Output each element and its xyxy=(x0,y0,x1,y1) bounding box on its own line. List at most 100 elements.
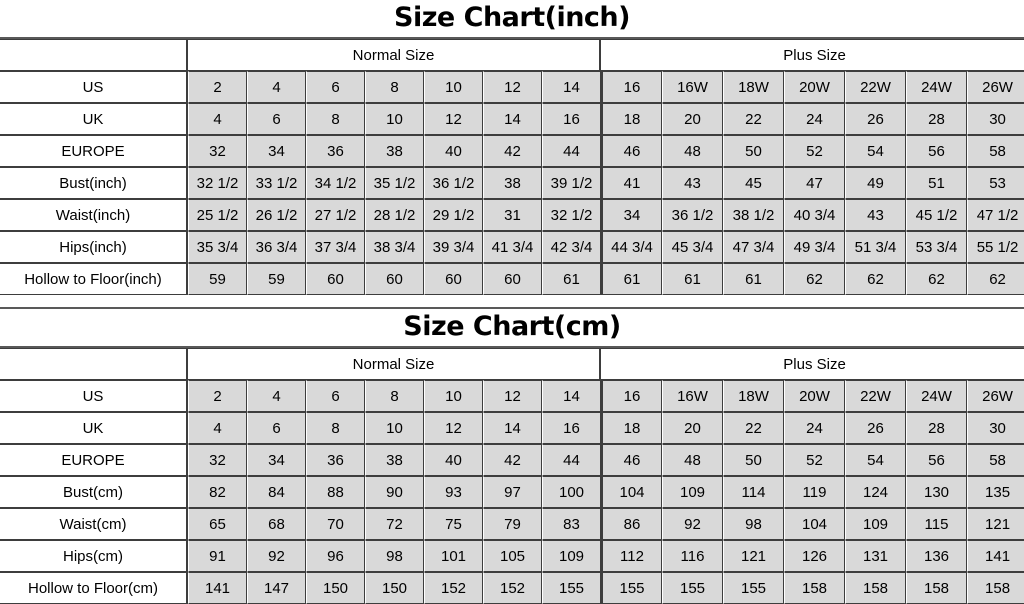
table-cell: 41 3/4 xyxy=(483,231,542,263)
table-cell: 62 xyxy=(967,263,1024,295)
table-cell: 26W xyxy=(967,71,1024,103)
table-cell: 8 xyxy=(306,412,365,444)
table-cell: 28 xyxy=(906,103,968,135)
row-label: Hollow to Floor(cm) xyxy=(0,572,188,604)
table-cell: 14 xyxy=(483,412,542,444)
table-cell: 58 xyxy=(967,135,1024,167)
table-cell: 32 1/2 xyxy=(188,167,247,199)
group-header-plus-size: Plus Size xyxy=(601,348,1024,380)
table-cell: 50 xyxy=(723,444,785,476)
table-cell: 55 1/2 xyxy=(967,231,1024,263)
table-cell: 147 xyxy=(247,572,306,604)
table-cell: 155 xyxy=(662,572,724,604)
table-cell: 68 xyxy=(247,508,306,540)
row-label: US xyxy=(0,71,188,103)
table-cell: 18 xyxy=(601,103,663,135)
table-cell: 121 xyxy=(723,540,785,572)
table-cell: 54 xyxy=(845,444,907,476)
table-cell: 60 xyxy=(306,263,365,295)
table-cell: 61 xyxy=(542,263,602,295)
table-cell: 97 xyxy=(483,476,542,508)
table-cell: 91 xyxy=(188,540,247,572)
table-row: Hips(cm) 91 92 96 98 101 105 109 112 116… xyxy=(0,540,1024,572)
table-cell: 14 xyxy=(542,71,602,103)
table-cell: 60 xyxy=(483,263,542,295)
table-cell: 45 1/2 xyxy=(906,199,968,231)
table-cell: 24W xyxy=(906,71,968,103)
table-cell: 112 xyxy=(601,540,663,572)
table-cell: 26W xyxy=(967,380,1024,412)
table-cell: 22W xyxy=(845,71,907,103)
table-cell: 92 xyxy=(662,508,724,540)
table-row: EUROPE 32 34 36 38 40 42 44 46 48 50 52 … xyxy=(0,444,1024,476)
row-label: Waist(cm) xyxy=(0,508,188,540)
table-cell: 18W xyxy=(723,71,785,103)
table-cell: 4 xyxy=(247,71,306,103)
table-cell: 119 xyxy=(784,476,846,508)
table-row: EUROPE 32 34 36 38 40 42 44 46 48 50 52 … xyxy=(0,135,1024,167)
table-cell: 48 xyxy=(662,135,724,167)
table-cell: 14 xyxy=(483,103,542,135)
table-cell: 44 xyxy=(542,135,602,167)
table-cell: 40 xyxy=(424,135,483,167)
table-cell: 38 xyxy=(365,444,424,476)
table-cell: 56 xyxy=(906,444,968,476)
table-cell: 45 3/4 xyxy=(662,231,724,263)
table-cell: 40 xyxy=(424,444,483,476)
table-cell: 114 xyxy=(723,476,785,508)
row-label: Hips(cm) xyxy=(0,540,188,572)
table-cell: 158 xyxy=(967,572,1024,604)
table-cell: 79 xyxy=(483,508,542,540)
table-row: UK 4 6 8 10 12 14 16 18 20 22 24 26 28 3… xyxy=(0,412,1024,444)
table-row: US 2 4 6 8 10 12 14 16 16W 18W 20W 22W 2… xyxy=(0,380,1024,412)
table-cell: 51 xyxy=(906,167,968,199)
table-cell: 35 3/4 xyxy=(188,231,247,263)
table-cell: 39 3/4 xyxy=(424,231,483,263)
table-cell: 36 1/2 xyxy=(662,199,724,231)
table-cell: 39 1/2 xyxy=(542,167,602,199)
row-label: US xyxy=(0,380,188,412)
table-cell: 60 xyxy=(365,263,424,295)
table-cell: 109 xyxy=(845,508,907,540)
table-cell: 30 xyxy=(967,103,1024,135)
table-cell: 26 xyxy=(845,103,907,135)
table-cell: 12 xyxy=(424,412,483,444)
table-cell: 16 xyxy=(601,71,663,103)
table-cell: 30 xyxy=(967,412,1024,444)
table-row: Bust(inch) 32 1/2 33 1/2 34 1/2 35 1/2 3… xyxy=(0,167,1024,199)
table-cell: 46 xyxy=(601,444,663,476)
group-header-row: Normal Size Plus Size xyxy=(0,348,1024,380)
table-cell: 86 xyxy=(601,508,663,540)
size-chart-inch-title: Size Chart(inch) xyxy=(394,2,631,33)
size-chart-inch-block: Size Chart(inch) Normal Size Plus Size U… xyxy=(0,0,1024,295)
table-cell: 100 xyxy=(542,476,602,508)
row-label: UK xyxy=(0,103,188,135)
table-cell: 38 xyxy=(483,167,542,199)
table-cell: 49 xyxy=(845,167,907,199)
corner-blank-cell xyxy=(0,39,188,71)
size-chart-cm-body: Normal Size Plus Size US 2 4 6 8 10 12 1… xyxy=(0,348,1024,604)
table-cell: 6 xyxy=(306,380,365,412)
table-cell: 62 xyxy=(784,263,846,295)
table-cell: 105 xyxy=(483,540,542,572)
table-cell: 61 xyxy=(662,263,724,295)
table-cell: 22 xyxy=(723,103,785,135)
table-cell: 26 xyxy=(845,412,907,444)
table-cell: 50 xyxy=(723,135,785,167)
size-chart-inch-table: Normal Size Plus Size US 2 4 6 8 10 12 1… xyxy=(0,39,1024,295)
table-cell: 25 1/2 xyxy=(188,199,247,231)
table-cell: 152 xyxy=(424,572,483,604)
table-cell: 90 xyxy=(365,476,424,508)
row-label: Hips(inch) xyxy=(0,231,188,263)
title-rule-cm-top xyxy=(0,307,1024,309)
table-cell: 42 3/4 xyxy=(542,231,602,263)
table-cell: 29 1/2 xyxy=(424,199,483,231)
table-cell: 56 xyxy=(906,135,968,167)
table-cell: 24W xyxy=(906,380,968,412)
group-header-row: Normal Size Plus Size xyxy=(0,39,1024,71)
table-cell: 16 xyxy=(542,103,602,135)
table-cell: 36 1/2 xyxy=(424,167,483,199)
table-cell: 22 xyxy=(723,412,785,444)
table-cell: 93 xyxy=(424,476,483,508)
table-cell: 158 xyxy=(845,572,907,604)
